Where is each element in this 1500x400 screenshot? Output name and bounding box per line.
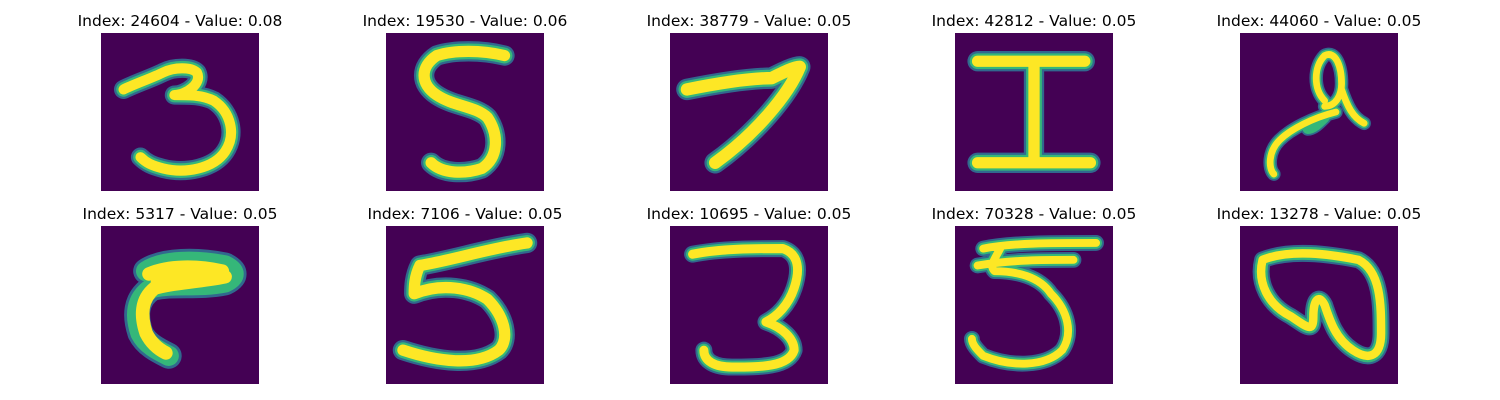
digit-panel-9: Index: 70328 - Value: 0.05 bbox=[904, 205, 1164, 395]
digit-image bbox=[386, 226, 544, 384]
digit-panel-8: Index: 10695 - Value: 0.05 bbox=[619, 205, 879, 395]
digit-image bbox=[670, 226, 828, 384]
digit-image bbox=[101, 33, 259, 191]
image-background bbox=[670, 33, 828, 191]
panel-title: Index: 19530 - Value: 0.06 bbox=[362, 12, 568, 30]
digit-panel-3: Index: 38779 - Value: 0.05 bbox=[619, 12, 879, 202]
digit-panel-4: Index: 42812 - Value: 0.05 bbox=[904, 12, 1164, 202]
digit-image bbox=[955, 226, 1113, 384]
panel-title: Index: 70328 - Value: 0.05 bbox=[931, 205, 1137, 223]
panel-title: Index: 7106 - Value: 0.05 bbox=[367, 205, 563, 223]
panel-title: Index: 42812 - Value: 0.05 bbox=[931, 12, 1137, 30]
digit-image bbox=[1240, 33, 1398, 191]
digit-image bbox=[1240, 226, 1398, 384]
digit-panel-10: Index: 13278 - Value: 0.05 bbox=[1189, 205, 1449, 395]
digit-image bbox=[101, 226, 259, 384]
digit-panel-6: Index: 5317 - Value: 0.05 bbox=[50, 205, 310, 395]
digit-image bbox=[670, 33, 828, 191]
digit-panel-7: Index: 7106 - Value: 0.05 bbox=[335, 205, 595, 395]
digit-panel-1: Index: 24604 - Value: 0.08 bbox=[50, 12, 310, 202]
digit-image bbox=[955, 33, 1113, 191]
digit-panel-2: Index: 19530 - Value: 0.06 bbox=[335, 12, 595, 202]
panel-title: Index: 44060 - Value: 0.05 bbox=[1216, 12, 1422, 30]
panel-title: Index: 10695 - Value: 0.05 bbox=[646, 205, 852, 223]
panel-title: Index: 5317 - Value: 0.05 bbox=[82, 205, 278, 223]
panel-title: Index: 38779 - Value: 0.05 bbox=[646, 12, 852, 30]
panel-title: Index: 24604 - Value: 0.08 bbox=[77, 12, 283, 30]
panel-title: Index: 13278 - Value: 0.05 bbox=[1216, 205, 1422, 223]
digit-image bbox=[386, 33, 544, 191]
digit-panel-5: Index: 44060 - Value: 0.05 bbox=[1189, 12, 1449, 202]
